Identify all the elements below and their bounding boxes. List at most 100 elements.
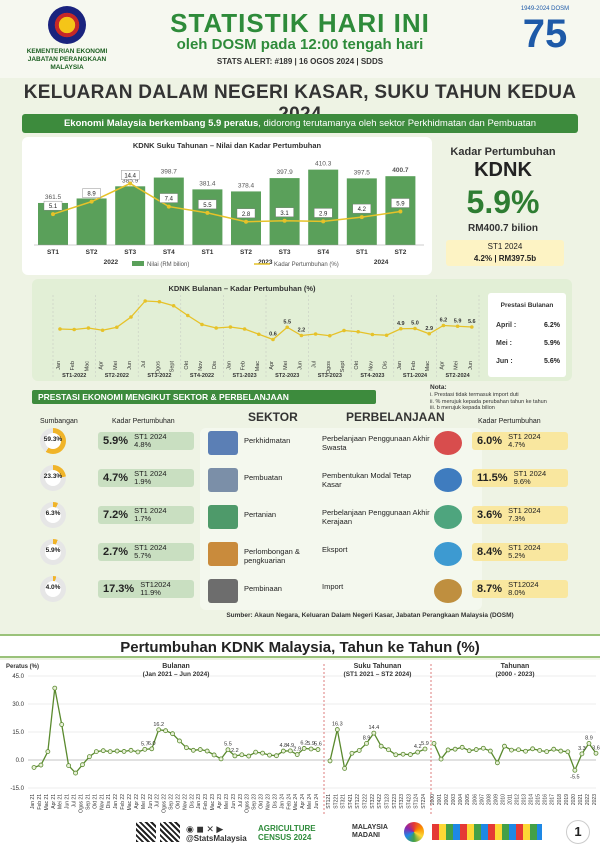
monthly-point (384, 333, 389, 338)
monthly-point (356, 329, 361, 334)
yoy-point (218, 756, 224, 762)
sector-rate-box: 17.3% ST12024 11.9% (98, 580, 194, 598)
page-title: STATISTIK HARI INI (170, 8, 430, 38)
x-tick-label: ST1 (356, 249, 368, 256)
yoy-point (415, 749, 421, 755)
bar-label: 378.4 (238, 182, 255, 189)
monthly-point (242, 327, 247, 331)
yoy-tick-label: 2000 (430, 794, 436, 805)
y-tick-label: 45.0 (12, 674, 24, 680)
bar (115, 186, 146, 245)
rate-point (166, 204, 171, 209)
yoy-point (342, 766, 348, 771)
yoy-tick-label: Dis 23 (272, 794, 278, 808)
donut-hole (45, 544, 61, 560)
yoy-point (73, 770, 78, 776)
rate-label: 8.9 (87, 192, 96, 198)
yoy-tick-label: Mei 24 (307, 794, 313, 809)
prestasi-label: April : (496, 322, 516, 329)
bar (76, 198, 107, 245)
prestasi-title: Prestasi Bulanan (501, 302, 554, 309)
yoy-point (274, 753, 279, 759)
nota-item: i. Prestasi tidak termasuk import duti (430, 391, 519, 398)
month-tick-label: Okt (184, 361, 190, 370)
nota-item: ii. % merujuk kepada perubahan tahun ke … (430, 398, 547, 405)
period-label: ST3-2023 (318, 373, 342, 379)
monthly-point (200, 322, 204, 327)
month-tick-label: Ogos (155, 361, 161, 374)
prestasi-panel (488, 293, 566, 377)
rate-label-box (391, 198, 410, 208)
dosm-logo: 1949-2024 DOSM 75 (505, 6, 585, 66)
yoy-point (537, 748, 543, 753)
yoy-point (267, 752, 272, 758)
yoy-tick-label: Okt 21 (92, 794, 98, 809)
expenditure-prev: ST1 2024 4.7% (508, 432, 541, 450)
yoy-tick-label: 2005 (465, 794, 471, 805)
yoy-tick-label: Mac 21 (44, 794, 50, 811)
yoy-point (190, 747, 196, 753)
sector-prev: ST1 2024 1.7% (134, 506, 167, 524)
rate-label: 2.8 (242, 212, 251, 218)
yoy-point (459, 744, 465, 750)
ministry-logo: KEMENTERIAN EKONOMI JABATAN PERANGKAAN M… (12, 6, 122, 72)
yoy-tick-label: ST222 (363, 794, 369, 809)
yoy-point (356, 748, 362, 753)
month-tick-label: Jan (56, 361, 62, 370)
share-value: 6.3% (45, 510, 61, 517)
yoy-tick-label: Jun 22 (148, 794, 154, 809)
share-value: 4.0% (45, 584, 61, 591)
yoy-value-label: 5.9 (307, 741, 315, 747)
sumbangan-header: Sumbangan (40, 418, 78, 425)
rate-point (244, 219, 248, 224)
sektor-header: SEKTOR (248, 410, 298, 424)
qr-code-icon (160, 822, 180, 842)
sector-rate-box: 5.9% ST1 2024 4.8% (98, 432, 194, 450)
rate-label: 14.4 (124, 173, 136, 179)
yoy-tick-label: ST422 (377, 794, 383, 809)
yoy-value-label: 3.6 (592, 745, 600, 751)
yoy-point (364, 740, 369, 746)
dosm-years: 1949-2024 DOSM (520, 6, 570, 12)
banner-bold: Ekonomi Malaysia berkembang 5.9 peratus (63, 118, 259, 129)
yoy-tick-label: 2013 (522, 794, 528, 805)
kadar-amount: RM400.7 bilion (467, 223, 538, 234)
monthly-point (186, 313, 190, 318)
x-tick-label: ST4 (317, 249, 329, 256)
rate-label: 3.1 (280, 211, 289, 217)
yoy-tick-label: Dis 21 (106, 794, 112, 808)
social-icons: ◉ ◼ ✕ ▶ (186, 824, 224, 834)
monthly-point (413, 326, 417, 331)
period-label: ST1-2022 (62, 373, 86, 379)
monthly-point (143, 299, 147, 303)
yoy-tick-label: 2007 (479, 794, 485, 805)
month-tick-label: Apr (269, 361, 275, 370)
yoy-point (100, 748, 106, 754)
yoy-point (438, 756, 444, 762)
period-label: ST4-2023 (360, 373, 384, 379)
yoy-tick-label: Ogos 22 (162, 794, 168, 813)
rate-label: 2.9 (319, 211, 328, 217)
sector-icon (208, 431, 238, 455)
yoy-point (565, 749, 571, 755)
month-tick-label: Mac (84, 361, 90, 372)
yoy-value-label: 6.0 (148, 741, 156, 747)
yoy-point (502, 743, 507, 749)
yoy-point (334, 727, 340, 732)
nota: Nota: i. Prestasi tidak termasuk import … (430, 384, 590, 412)
yoy-point (551, 746, 557, 752)
yoy-tick-label: Sep 21 (85, 794, 91, 810)
expenditure-name: Eksport (322, 545, 348, 554)
expenditure-prev: ST1 2024 9.6% (513, 469, 547, 487)
yoy-point (93, 749, 99, 754)
yoy-tick-label: 2004 (458, 794, 464, 805)
yoy-tick-label: Jun 24 (314, 794, 320, 809)
yoy-point (135, 749, 141, 755)
yoy-tick-label: Ogos 23 (245, 794, 251, 813)
rate-label: 5.9 (396, 202, 405, 208)
monthly-point (171, 303, 176, 308)
yoy-tick-label: Jan 22 (113, 794, 119, 809)
yoy-value-label: 3.3 (578, 746, 586, 752)
bottom-title: Pertumbuhan KDNK Malaysia, Tahun ke Tahu… (0, 634, 600, 658)
month-tick-label: Jan (397, 361, 403, 370)
